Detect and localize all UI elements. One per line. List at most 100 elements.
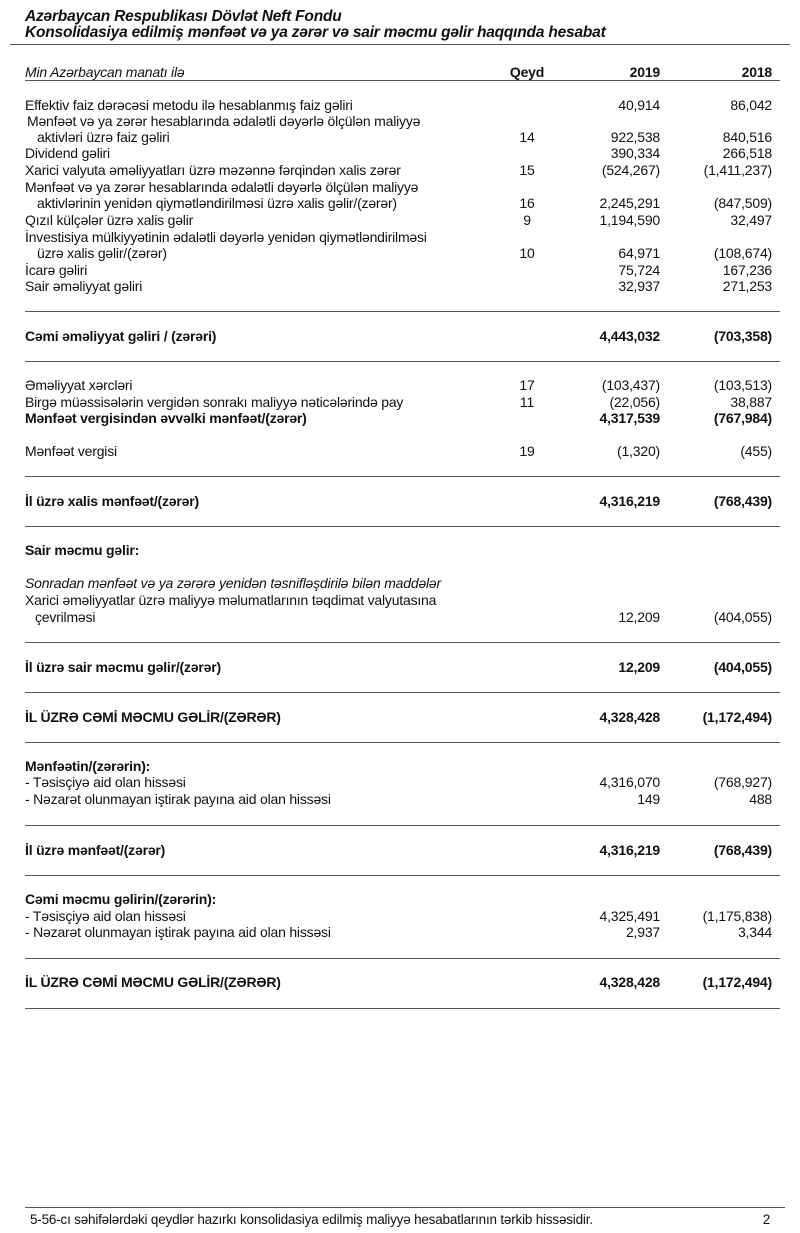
section-divider	[25, 361, 780, 362]
row-value-2019: 4,443,032	[599, 328, 661, 344]
row-label: İl üzrə xalis mənfəət/(zərər)	[25, 493, 199, 509]
row-label: Sair məcmu gəlir:	[25, 542, 140, 558]
row-value-2019: 4,316,219	[599, 493, 661, 509]
row-label: İnvestisiya mülkiyyətinin ədalətli dəyər…	[25, 229, 427, 245]
row-value-2018: (1,172,494)	[702, 974, 773, 990]
row-label: Cəmi məcmu gəlirin/(zərərin):	[25, 891, 217, 907]
row-value-2018: (768,439)	[713, 493, 772, 509]
row-value-2019: 4,328,428	[599, 709, 661, 725]
row-value-2019: 75,724	[618, 262, 660, 278]
row-label: İcarə gəliri	[25, 262, 88, 278]
row-value-2019: 2,937	[625, 924, 660, 940]
header-divider	[10, 44, 790, 45]
row-label: Mənfəət vergisindən əvvəlki mənfəət/(zər…	[25, 410, 307, 426]
row-value-2019: (103,437)	[601, 377, 660, 393]
row-value-2019: 922,538	[610, 129, 660, 145]
row-value-2019: (1,320)	[617, 443, 660, 459]
row-label: - Nəzarət olunmayan iştirak payına aid o…	[25, 791, 331, 807]
row-value-2019: 2,245,291	[599, 195, 661, 211]
row-value-2019: 4,328,428	[599, 974, 661, 990]
row-label: üzrə xalis gəlir/(zərər)	[37, 245, 167, 261]
row-value-2019: 12,209	[618, 659, 660, 675]
row-label: - Nəzarət olunmayan iştirak payına aid o…	[25, 924, 331, 940]
row-value-2019: 32,937	[618, 278, 660, 294]
row-value-2018: (103,513)	[713, 377, 772, 393]
row-label: Xarici valyuta əməliyyatları üzrə məzənn…	[25, 162, 401, 178]
column-header-note: Qeyd	[509, 64, 545, 80]
column-header-2018: 2018	[741, 64, 773, 80]
footer-note: 5-56-cı səhifələrdəki qeydlər hazırkı ko…	[30, 1212, 593, 1227]
row-note: 10	[519, 245, 535, 261]
row-value-2018: 840,516	[722, 129, 772, 145]
row-value-2018: (768,927)	[713, 774, 772, 790]
row-label: aktivləri üzrə faiz gəliri	[37, 129, 170, 145]
row-label: Mənfəətin/(zərərin):	[25, 758, 151, 774]
row-label: İL ÜZRƏ CƏMİ MƏCMU GƏLİR/(ZƏRƏR)	[25, 709, 281, 725]
row-note: 17	[519, 377, 535, 393]
page-number: 2	[762, 1212, 771, 1227]
row-label: - Təsisçiyə aid olan hissəsi	[25, 908, 186, 924]
row-value-2018: (404,055)	[713, 659, 772, 675]
row-value-2018: (767,984)	[713, 410, 772, 426]
section-divider	[25, 825, 780, 826]
row-value-2018: (703,358)	[713, 328, 772, 344]
section-divider	[25, 526, 780, 527]
row-value-2018: 32,497	[730, 212, 772, 228]
row-note: 11	[519, 394, 535, 410]
row-label: - Təsisçiyə aid olan hissəsi	[25, 774, 186, 790]
row-value-2018: (455)	[740, 443, 772, 459]
row-value-2018: 488	[749, 791, 772, 807]
row-value-2018: (1,175,838)	[702, 908, 773, 924]
column-header-2019: 2019	[629, 64, 661, 80]
row-value-2019: 390,334	[610, 145, 660, 161]
footer-divider	[25, 1207, 785, 1208]
row-note: 14	[519, 129, 535, 145]
row-note: 15	[519, 162, 535, 178]
row-value-2018: (1,172,494)	[702, 709, 773, 725]
row-value-2019: 4,316,219	[599, 842, 661, 858]
row-value-2019: (524,267)	[601, 162, 660, 178]
section-divider	[25, 875, 780, 876]
row-label: İL ÜZRƏ CƏMİ MƏCMU GƏLİR/(ZƏRƏR)	[25, 974, 281, 990]
row-label: Dividend gəliri	[25, 145, 110, 161]
row-label: Effektiv faiz dərəcəsi metodu ilə hesabl…	[25, 97, 353, 113]
column-header-underline	[25, 80, 780, 81]
row-value-2019: 40,914	[618, 97, 660, 113]
row-label: Əməliyyat xərcləri	[25, 377, 133, 393]
row-note: 9	[523, 212, 531, 228]
row-value-2018: 266,518	[722, 145, 772, 161]
row-label: aktivlərinin yenidən qiymətləndirilməsi …	[37, 195, 397, 211]
section-divider	[25, 311, 780, 312]
row-label: Birgə müəssisələrin vergidən sonrakı mal…	[25, 394, 404, 410]
report-title: Konsolidasiya edilmiş mənfəət və ya zərə…	[25, 24, 606, 41]
section-divider	[25, 1008, 780, 1009]
row-value-2018: (404,055)	[713, 609, 772, 625]
row-note: 16	[519, 195, 535, 211]
row-value-2018: 86,042	[730, 97, 772, 113]
row-label: Sonradan mənfəət və ya zərərə yenidən tə…	[25, 575, 441, 591]
row-label: Qızıl külçələr üzrə xalis gəlir	[25, 212, 194, 228]
report-entity-title: Azərbaycan Respublikası Dövlət Neft Fond…	[25, 8, 342, 25]
row-value-2019: 149	[637, 791, 660, 807]
row-value-2018: 38,887	[730, 394, 772, 410]
row-value-2019: 1,194,590	[599, 212, 661, 228]
row-label: Cəmi əməliyyat gəliri / (zərəri)	[25, 328, 217, 344]
row-label: Mənfəət və ya zərər hesablarında ədalətl…	[27, 113, 421, 129]
row-value-2018: 3,344	[737, 924, 772, 940]
row-label: Xarici əməliyyatlar üzrə maliyyə məlumat…	[25, 592, 437, 608]
row-value-2019: (22,056)	[609, 394, 660, 410]
row-value-2018: (1,411,237)	[703, 162, 773, 178]
row-label: Sair əməliyyat gəliri	[25, 278, 143, 294]
row-label: Mənfəət və ya zərər hesablarında ədalətl…	[25, 179, 419, 195]
section-divider	[25, 476, 780, 477]
row-value-2019: 12,209	[618, 609, 660, 625]
row-value-2019: 4,317,539	[599, 410, 661, 426]
row-value-2019: 4,316,070	[599, 774, 661, 790]
row-value-2018: (847,509)	[713, 195, 772, 211]
row-note: 19	[519, 443, 535, 459]
row-value-2018: (768,439)	[713, 842, 772, 858]
section-divider	[25, 742, 780, 743]
row-label: İl üzrə mənfəət/(zərər)	[25, 842, 166, 858]
row-value-2018: 167,236	[722, 262, 772, 278]
row-value-2019: 4,325,491	[599, 908, 661, 924]
